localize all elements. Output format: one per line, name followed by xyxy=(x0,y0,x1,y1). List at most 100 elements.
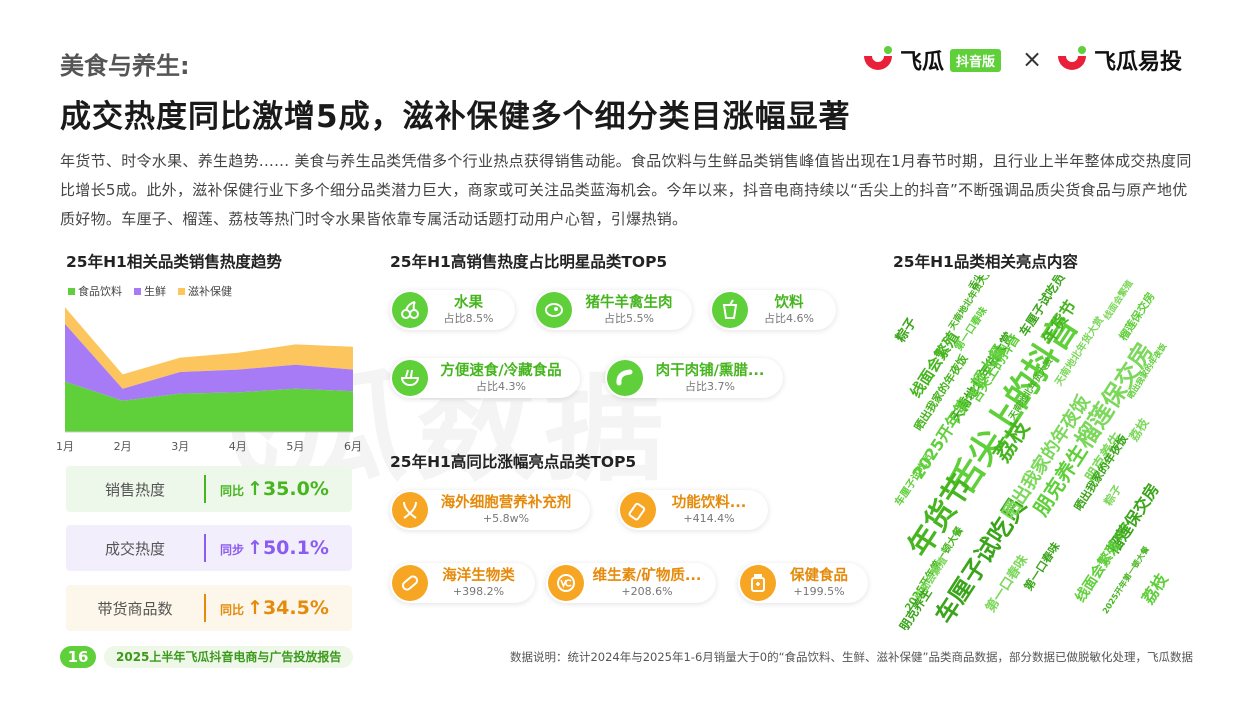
legend-swatch xyxy=(178,287,185,295)
bottle-icon xyxy=(620,492,656,528)
x-tick-label: 5月 xyxy=(286,440,304,453)
item-share: 占比5.5% xyxy=(604,311,654,325)
vitamin-icon xyxy=(548,565,584,601)
arrow-up-icon: ↑ xyxy=(247,537,263,559)
drink-cup-icon xyxy=(712,292,748,328)
item-name: 维生素/矿物质... xyxy=(592,567,702,584)
wordcloud-word: 荔枝 xyxy=(1138,570,1172,608)
star-top5-title: 25年H1高销售热度占比明星品类TOP5 xyxy=(390,253,668,271)
metric-prefix: 同步 xyxy=(220,543,245,557)
legend-swatch xyxy=(134,287,141,295)
wordcloud-word: 粽子 xyxy=(1101,482,1125,509)
area-食品饮料 xyxy=(65,381,353,432)
item-name: 功能饮料... xyxy=(671,494,747,511)
times-sign: × xyxy=(1022,45,1043,73)
wordcloud-title: 25年H1品类相关亮点内容 xyxy=(893,253,1078,271)
item-growth: +5.8w% xyxy=(482,511,530,525)
trend-title: 25年H1相关品类销售热度趋势 xyxy=(66,253,282,271)
x-tick-label: 3月 xyxy=(171,440,189,453)
x-tick-label: 2月 xyxy=(114,440,132,453)
sausage-icon xyxy=(607,360,643,396)
dna-icon xyxy=(392,492,428,528)
item-name: 水果 xyxy=(454,294,483,311)
intro-paragraph: 年货节、时令水果、养生趋势...... 美食与养生品类凭借多个行业热点获得销售动… xyxy=(60,152,1192,228)
brand1-tag: 抖音版 xyxy=(950,48,1002,72)
trend-legend: 食品饮料 生鲜 滋补保健 xyxy=(68,283,232,299)
legend-label: 生鲜 xyxy=(144,285,166,298)
growth-item: 海外细胞营养补充剂 +5.8w% xyxy=(390,490,590,530)
item-name: 肉干肉铺/熏腊... xyxy=(655,362,765,379)
item-name: 海洋生物类 xyxy=(442,567,515,584)
page-title: 成交热度同比激增5成，滋补保健多个细分类目涨幅显著 xyxy=(60,99,851,135)
noodle-bowl-icon xyxy=(392,360,428,396)
steak-icon xyxy=(536,292,572,328)
metric-product-count: 带货商品数 同比 ↑ 34.5% xyxy=(66,585,352,631)
growth-item: 维生素/矿物质... +208.6% xyxy=(546,563,716,603)
item-share: 占比3.7% xyxy=(685,379,735,393)
item-growth: +208.6% xyxy=(621,584,673,598)
x-tick-label: 6月 xyxy=(344,440,362,453)
metric-value: 50.1% xyxy=(262,537,329,559)
legend-item: 生鲜 xyxy=(134,283,166,299)
supplement-jar-icon xyxy=(740,565,776,601)
legend-label: 食品饮料 xyxy=(78,285,122,298)
star-item: 方便速食/冷藏食品 占比4.3% xyxy=(390,358,580,398)
arrow-up-icon: ↑ xyxy=(247,597,263,619)
metric-divider xyxy=(204,475,206,503)
metric-label: 带货商品数 xyxy=(97,599,173,618)
feigua-logo: 飞瓜 抖音版 xyxy=(860,44,1002,76)
brand1-text: 飞瓜 xyxy=(900,50,945,75)
item-name: 保健食品 xyxy=(790,567,848,584)
metric-value: 35.0% xyxy=(262,478,329,500)
feigua-mark-icon xyxy=(864,46,892,70)
feigua-mark-icon xyxy=(1058,46,1086,70)
item-growth: +199.5% xyxy=(793,584,845,598)
star-item: 猪牛羊禽生肉 占比5.5% xyxy=(534,290,692,330)
metric-deal-heat: 成交热度 同步 ↑ 50.1% xyxy=(66,525,352,571)
capsule-icon xyxy=(392,565,428,601)
metric-label: 销售热度 xyxy=(104,480,165,499)
metric-divider xyxy=(204,594,206,622)
legend-swatch xyxy=(68,287,75,295)
brand2-text: 飞瓜易投 xyxy=(1094,50,1183,75)
metric-prefix: 同比 xyxy=(220,603,245,617)
trend-area-chart: 1月 2月 3月 4月 5月 6月 xyxy=(56,307,362,453)
page-number: 16 xyxy=(60,646,96,668)
legend-label: 滋补保健 xyxy=(188,285,232,298)
item-name: 猪牛羊禽生肉 xyxy=(585,294,673,311)
star-item: 水果 占比8.5% xyxy=(390,290,515,330)
report-name: 2025上半年飞瓜抖音电商与广告投放报告 xyxy=(104,646,354,668)
section-label: 美食与养生: xyxy=(60,52,190,80)
item-share: 占比8.5% xyxy=(443,311,494,325)
metric-label: 成交热度 xyxy=(104,539,165,558)
item-growth: +414.4% xyxy=(683,511,735,525)
wordcloud: 舌尖上的抖音 年货节 榴莲保交房 车厘子试吃员 朋克养生 荔枝 晒出我家的年夜饭 天南地北年货… xyxy=(885,275,1195,630)
feigua-yitou-logo: 飞瓜易投 xyxy=(1054,44,1182,76)
cherry-icon xyxy=(392,292,428,328)
metric-sales-heat: 销售热度 同比 ↑ 35.0% xyxy=(66,466,352,512)
wordcloud-word: 粽子 xyxy=(893,315,921,346)
arrow-up-icon: ↑ xyxy=(247,478,263,500)
area-滋补保健 xyxy=(65,307,353,389)
growth-item: 保健食品 +199.5% xyxy=(738,563,868,603)
metric-divider xyxy=(204,534,206,562)
growth-top5-title: 25年H1高同比涨幅亮点品类TOP5 xyxy=(390,453,637,471)
data-note: 数据说明：统计2024年与2025年1-6月销量大于0的“食品饮料、生鲜、滋补保… xyxy=(509,650,1193,664)
item-growth: +398.2% xyxy=(452,584,505,598)
item-share: 占比4.6% xyxy=(764,311,814,325)
item-name: 饮料 xyxy=(774,294,804,311)
metric-prefix: 同比 xyxy=(220,484,245,498)
star-item: 肉干肉铺/熏腊... 占比3.7% xyxy=(605,358,783,398)
metric-value: 34.5% xyxy=(262,597,329,619)
star-item: 饮料 占比4.6% xyxy=(710,290,836,330)
area-生鲜 xyxy=(65,324,353,401)
item-share: 占比4.3% xyxy=(476,379,526,393)
legend-item: 食品饮料 xyxy=(68,283,122,299)
legend-item: 滋补保健 xyxy=(178,283,232,299)
x-tick-label: 1月 xyxy=(56,440,74,453)
item-name: 方便速食/冷藏食品 xyxy=(440,362,562,379)
growth-item: 海洋生物类 +398.2% xyxy=(390,563,535,603)
x-tick-label: 4月 xyxy=(229,440,247,453)
item-name: 海外细胞营养补充剂 xyxy=(440,494,572,511)
growth-item: 功能饮料... +414.4% xyxy=(618,490,768,530)
